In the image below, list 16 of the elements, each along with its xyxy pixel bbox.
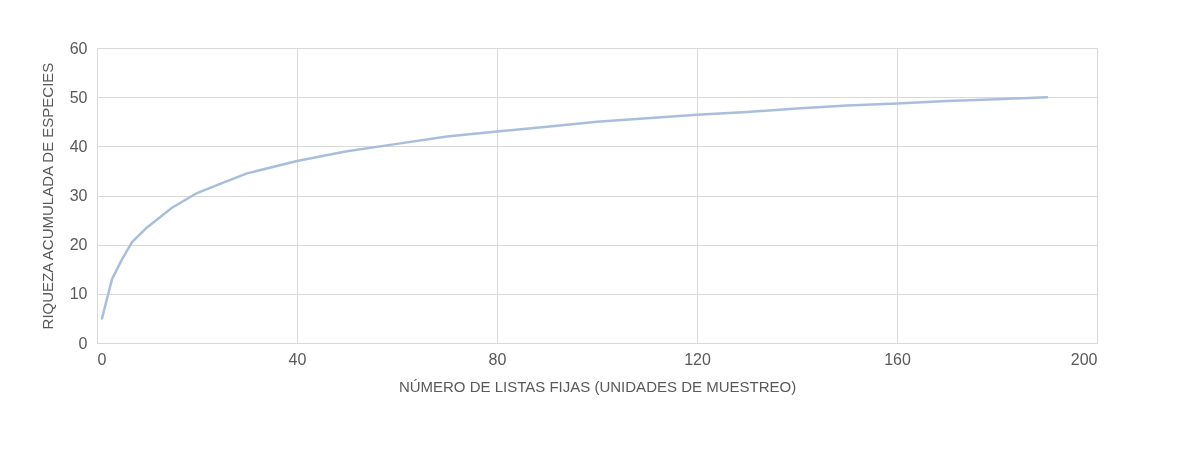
y-tick-label: 20: [69, 236, 88, 254]
x-tick-label: 80: [488, 350, 507, 368]
y-tick-label: 40: [69, 137, 88, 155]
x-tick-label: 120: [684, 350, 711, 368]
y-tick-label: 60: [69, 39, 88, 57]
y-tick-label: 30: [69, 187, 88, 204]
x-tick-label: 0: [97, 350, 107, 368]
y-axis-title: RIQUEZA ACUMULADA DE ESPECIES: [38, 62, 56, 330]
x-tick-label: 40: [288, 350, 307, 368]
line-series: [100, 95, 1049, 320]
x-tick-label: 160: [884, 350, 911, 368]
x-tick-label: 200: [1070, 350, 1098, 368]
x-axis-title: NÚMERO DE LISTAS FIJAS (UNIDADES DE MUESTREO): [398, 377, 797, 395]
y-tick-label: 50: [69, 88, 88, 106]
y-tick-label: 0: [78, 334, 88, 352]
y-tick-label: 10: [69, 285, 88, 303]
